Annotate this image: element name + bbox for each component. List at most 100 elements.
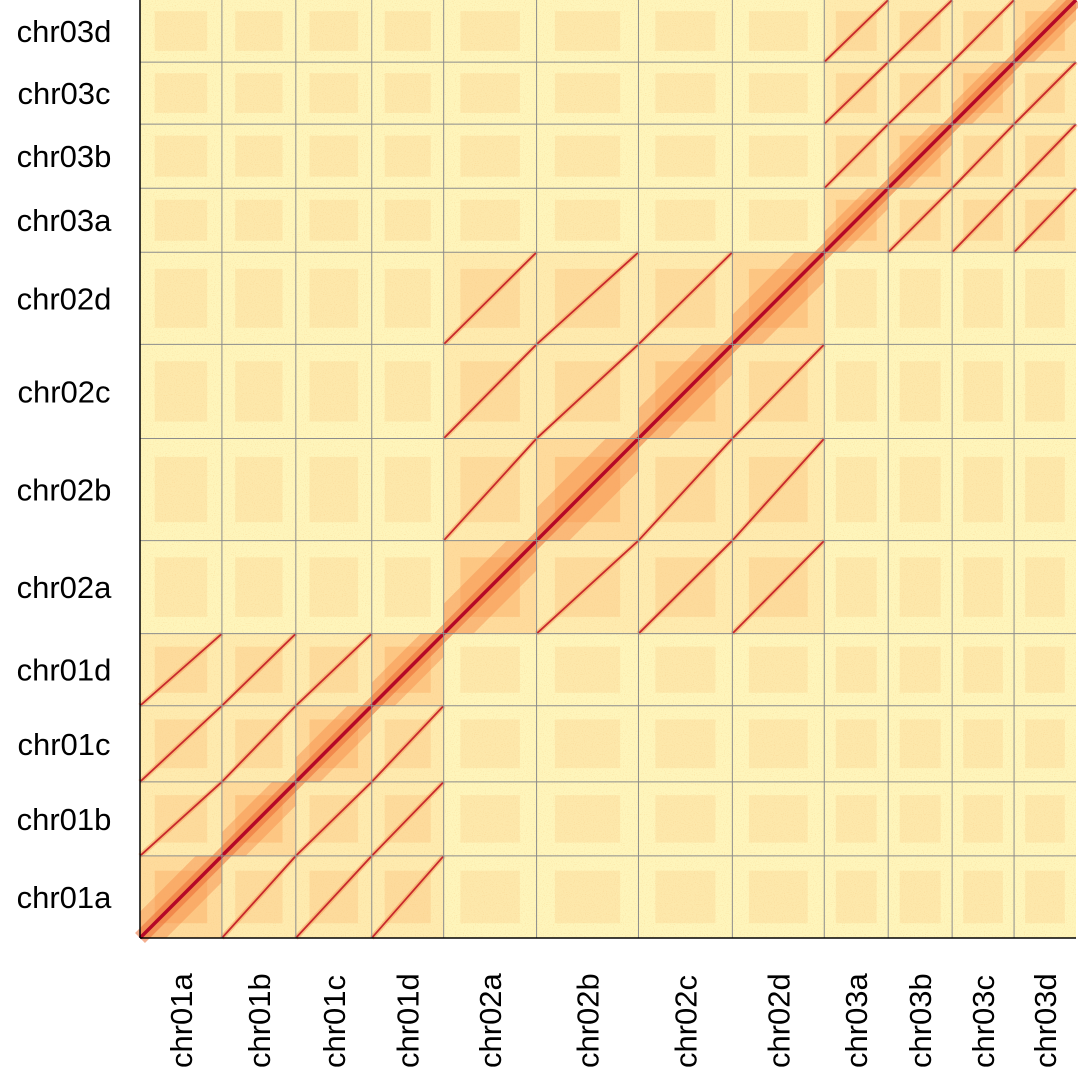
contact-block-chr03c-chr02a [952,540,1015,634]
block-speckle [371,344,444,439]
contact-block-chr01b-chr03c [221,62,296,125]
block-speckle [888,855,953,938]
block-speckle [1014,344,1076,439]
contact-block-chr03a-chr02a [824,540,889,634]
contact-block-chr02b-chr03d [536,0,639,63]
block-speckle [221,438,296,541]
block-speckle [443,705,537,782]
self-contact-diagonal [294,704,373,784]
contact-block-chr01a-chr03c [140,62,222,125]
homolog-contact-diagonal [443,251,538,346]
y-tick-label-chr01b: chr01b [17,802,112,837]
block-speckle [221,252,296,345]
block-speckle [295,540,372,634]
x-tick-label-chr01a: chr01a [164,972,199,1068]
contact-block-chr01d-chr03b [371,124,444,189]
contact-block-chr01c-chr02d [295,252,372,345]
contact-block-chr03c-chr02b [952,438,1015,541]
contact-block-chr01d-chr02b [371,438,444,541]
block-speckle [1014,781,1076,856]
contact-block-chr03d-chr01d [1014,633,1076,706]
block-speckle [824,855,889,938]
block-speckle [732,781,825,856]
y-tick-label-chr02a: chr02a [17,570,113,605]
contact-block-chr01c-chr03c [295,62,372,125]
block-speckle [952,252,1015,345]
contact-block-chr02b-chr03b [536,124,639,189]
x-tick-label-chr01c: chr01c [317,975,352,1068]
contact-block-chr02a-chr03d [443,0,537,63]
y-tick-label-chr03b: chr03b [17,139,112,174]
block-speckle [824,633,889,706]
contact-block-chr01a-chr02d [140,252,222,345]
contact-block-chr02d-chr03d [732,0,825,63]
contact-block-chr01d-chr02d [371,252,444,345]
contact-block-chr02d-chr01b [732,781,825,856]
contact-block-chr03a-chr01c [824,705,889,782]
x-tick-label-chr02d: chr02d [761,973,796,1068]
block-speckle [732,855,825,938]
y-tick-label-chr01c: chr01c [17,727,110,762]
block-speckle [952,438,1015,541]
block-speckle [952,855,1015,938]
homolog-contact-diagonal [443,437,538,542]
homolog-contact-diagonal [295,855,373,939]
block-speckle [732,124,825,189]
homolog-contact-diagonal [637,437,734,542]
x-tick-label-chr02c: chr02c [668,975,703,1068]
contact-block-chr01a-chr02b [140,438,222,541]
x-tick-label-chr03d: chr03d [1028,973,1063,1068]
block-speckle [952,540,1015,634]
block-speckle [443,0,537,63]
contact-block-chr03d-chr02c [1014,344,1076,439]
contact-block-chr02c-chr03a [638,188,733,253]
contact-block-chr03d-chr02a [1014,540,1076,634]
contact-block-chr03c-chr01a [952,855,1015,938]
self-contact-diagonal [220,780,298,858]
homolog-contact-diagonal [221,633,297,707]
contact-block-chr01b-chr02c [221,344,296,439]
contact-block-chr02d-chr03b [732,124,825,189]
homolog-contact-diagonal [221,705,297,783]
y-tick-label-chr02d: chr02d [17,281,112,316]
block-speckle [140,438,222,541]
contact-block-chr02c-chr03d [638,0,733,63]
block-speckle [952,781,1015,856]
self-contact-diagonal [731,251,826,346]
y-tick-label-chr03d: chr03d [17,14,112,49]
homolog-contact-diagonal [1013,123,1077,189]
block-speckle [824,438,889,541]
homolog-contact-diagonal [637,539,734,635]
homolog-contact-diagonal [371,781,445,857]
homolog-contact-diagonal [139,781,223,857]
block-speckle [536,781,639,856]
block-speckle [443,633,537,706]
block-speckle [140,540,222,634]
homolog-contact-diagonal [887,187,953,253]
contact-block-chr02c-chr03b [638,124,733,189]
homolog-contact-diagonal [535,251,640,346]
contact-block-chr03d-chr01c [1014,705,1076,782]
homolog-contact-diagonal [535,343,640,440]
contact-block-chr01a-chr03a [140,188,222,253]
self-contact-diagonal [886,122,954,190]
contact-block-chr01d-chr03c [371,62,444,125]
homolog-contact-diagonal [295,633,373,707]
block-speckle [888,344,953,439]
homolog-contact-diagonal [443,343,538,440]
block-speckle [638,781,733,856]
contact-block-chr01d-chr03d [371,0,444,63]
contact-block-chr03b-chr02a [888,540,953,634]
homolog-contact-diagonal [887,0,953,63]
contact-block-chr01a-chr03d [140,0,222,63]
self-contact-diagonal [370,632,445,707]
contact-block-chr03a-chr01a [824,855,889,938]
y-axis-labels: chr01a chr01b chr01c chr01d chr02a chr02b chr0… [17,14,113,915]
self-contact-diagonal [637,343,734,440]
block-speckle [888,633,953,706]
block-speckle [638,705,733,782]
homolog-contact-diagonal [823,123,889,189]
block-speckle [140,344,222,439]
contact-block-chr02a-chr01a [443,855,537,938]
